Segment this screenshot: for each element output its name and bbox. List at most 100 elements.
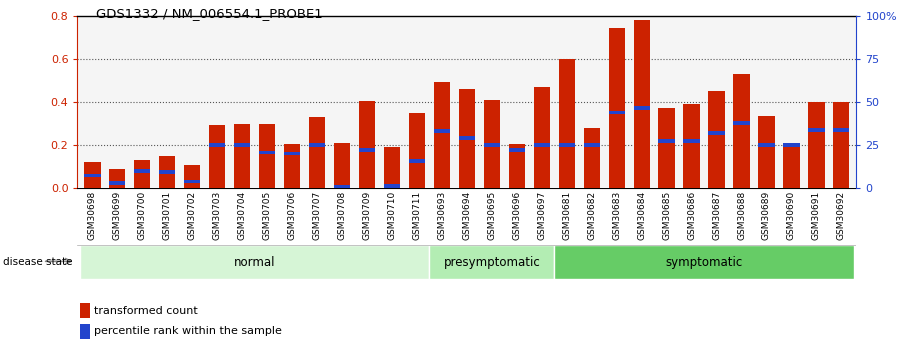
Text: GSM30700: GSM30700 (138, 191, 147, 240)
Bar (459, 137, 475, 140)
Bar (80, 324, 90, 339)
Bar (758, 143, 774, 147)
Bar (434, 129, 450, 133)
Text: GSM30690: GSM30690 (787, 191, 796, 240)
Bar (109, 181, 126, 185)
Bar (359, 148, 375, 152)
Bar (554, 245, 854, 279)
Text: GSM30709: GSM30709 (363, 191, 372, 240)
Bar (733, 121, 750, 125)
Bar (384, 184, 400, 188)
Text: GSM30695: GSM30695 (487, 191, 496, 240)
Bar (259, 150, 275, 155)
Bar (534, 87, 550, 188)
Text: GSM30687: GSM30687 (712, 191, 721, 240)
Bar (159, 170, 176, 174)
Bar (584, 128, 599, 188)
Bar (733, 74, 750, 188)
Bar (259, 125, 275, 188)
Bar (758, 116, 774, 188)
Bar (633, 20, 650, 188)
Text: GSM30704: GSM30704 (238, 191, 247, 240)
Bar (80, 245, 429, 279)
Bar (134, 160, 150, 188)
Bar (633, 106, 650, 110)
Text: normal: normal (234, 256, 275, 269)
Bar (409, 112, 425, 188)
Text: GSM30694: GSM30694 (463, 191, 471, 240)
Bar (284, 144, 301, 188)
Bar (783, 144, 800, 188)
Bar (309, 143, 325, 147)
Bar (210, 126, 225, 188)
Text: GSM30696: GSM30696 (512, 191, 521, 240)
Text: GSM30703: GSM30703 (213, 191, 221, 240)
Text: presymptomatic: presymptomatic (444, 256, 540, 269)
Bar (334, 185, 350, 189)
Text: GSM30702: GSM30702 (188, 191, 197, 240)
Bar (609, 111, 625, 115)
Bar (85, 162, 100, 188)
Text: GSM30693: GSM30693 (437, 191, 446, 240)
Bar (508, 148, 525, 152)
Bar (429, 245, 554, 279)
Text: GSM30707: GSM30707 (312, 191, 322, 240)
Text: symptomatic: symptomatic (665, 256, 742, 269)
Bar (159, 156, 176, 188)
Bar (234, 143, 251, 147)
Bar (609, 28, 625, 188)
Text: GSM30689: GSM30689 (762, 191, 771, 240)
Text: GSM30698: GSM30698 (88, 191, 97, 240)
Text: GSM30686: GSM30686 (687, 191, 696, 240)
Text: GSM30697: GSM30697 (537, 191, 547, 240)
Bar (210, 143, 225, 147)
Text: disease state: disease state (3, 257, 72, 267)
Text: percentile rank within the sample: percentile rank within the sample (94, 326, 281, 336)
Text: GSM30682: GSM30682 (588, 191, 596, 240)
Text: GSM30705: GSM30705 (262, 191, 271, 240)
Bar (359, 101, 375, 188)
Bar (184, 180, 200, 184)
Bar (808, 128, 824, 132)
Bar (558, 59, 575, 188)
Bar (834, 128, 849, 132)
Text: GSM30699: GSM30699 (113, 191, 122, 240)
Bar (459, 89, 475, 188)
Bar (80, 303, 90, 318)
Bar (284, 151, 301, 156)
Text: GSM30684: GSM30684 (637, 191, 646, 240)
Bar (309, 117, 325, 188)
Bar (558, 143, 575, 147)
Bar (109, 169, 126, 188)
Bar (134, 169, 150, 173)
Bar (808, 102, 824, 188)
Bar (683, 104, 700, 188)
Text: GSM30711: GSM30711 (413, 191, 422, 240)
Text: transformed count: transformed count (94, 306, 198, 316)
Text: GSM30681: GSM30681 (562, 191, 571, 240)
Bar (434, 82, 450, 188)
Bar (783, 143, 800, 147)
Bar (709, 91, 724, 188)
Bar (584, 143, 599, 147)
Bar (834, 102, 849, 188)
Bar (683, 139, 700, 142)
Text: GSM30710: GSM30710 (387, 191, 396, 240)
Bar (184, 165, 200, 188)
Bar (709, 131, 724, 135)
Bar (409, 159, 425, 163)
Text: GSM30683: GSM30683 (612, 191, 621, 240)
Text: GDS1332 / NM_006554.1_PROBE1: GDS1332 / NM_006554.1_PROBE1 (96, 7, 322, 20)
Bar (659, 108, 675, 188)
Text: GSM30685: GSM30685 (662, 191, 671, 240)
Text: GSM30692: GSM30692 (837, 191, 845, 240)
Text: GSM30691: GSM30691 (812, 191, 821, 240)
Bar (659, 139, 675, 142)
Bar (384, 147, 400, 188)
Bar (334, 143, 350, 188)
Text: GSM30708: GSM30708 (338, 191, 346, 240)
Text: GSM30701: GSM30701 (163, 191, 172, 240)
Bar (85, 174, 100, 177)
Text: GSM30688: GSM30688 (737, 191, 746, 240)
Bar (534, 143, 550, 147)
